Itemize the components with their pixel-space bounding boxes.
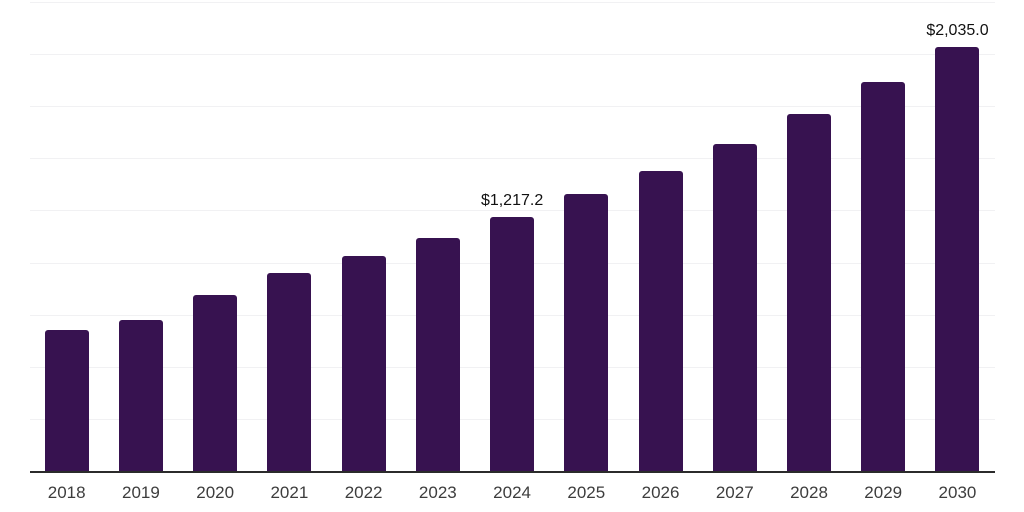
bar-2027 [712,144,757,471]
x-tick-2026: 2026 [641,483,680,502]
x-tick-2022: 2022 [344,483,383,502]
bar-2023 [415,238,460,471]
bar-2018 [44,329,89,471]
x-tick-2027: 2027 [715,483,754,502]
bar-2028 [787,114,831,471]
x-axis-tick-labels: 2018 2019 2020 2021 2022 2023 2024 2025 2026 2027… [30,484,995,506]
bar-2022 [341,256,386,471]
x-tick-2024: 2024 [493,483,531,502]
x-tick-2029: 2029 [864,483,903,502]
x-tick-2021: 2021 [270,483,309,502]
bar-2019 [118,320,163,471]
x-tick-2028: 2028 [790,483,828,502]
bar-2024 [490,217,535,471]
gridline [30,2,995,3]
gridline [30,54,995,56]
data-label-2030: $2,035.0 [926,21,989,39]
x-tick-2018: 2018 [47,483,86,502]
x-tick-2030: 2030 [938,483,977,502]
x-tick-2023: 2023 [418,483,457,502]
bar-2021 [267,272,312,471]
bar-2020 [193,294,238,471]
gridline [30,158,995,160]
data-label-2024: $1,217.2 [480,192,544,210]
gridline [30,210,995,212]
bar-2025 [564,193,609,471]
plot-area: $1,217.2 $2,035.0 [30,2,995,473]
gridline [30,106,995,108]
x-tick-2020: 2020 [196,483,235,502]
x-axis-line [30,471,995,473]
bar-2029 [861,82,906,471]
bar-2030 [935,46,980,471]
x-tick-2019: 2019 [122,483,160,502]
bar-2026 [638,170,683,471]
x-tick-2025: 2025 [567,483,606,502]
